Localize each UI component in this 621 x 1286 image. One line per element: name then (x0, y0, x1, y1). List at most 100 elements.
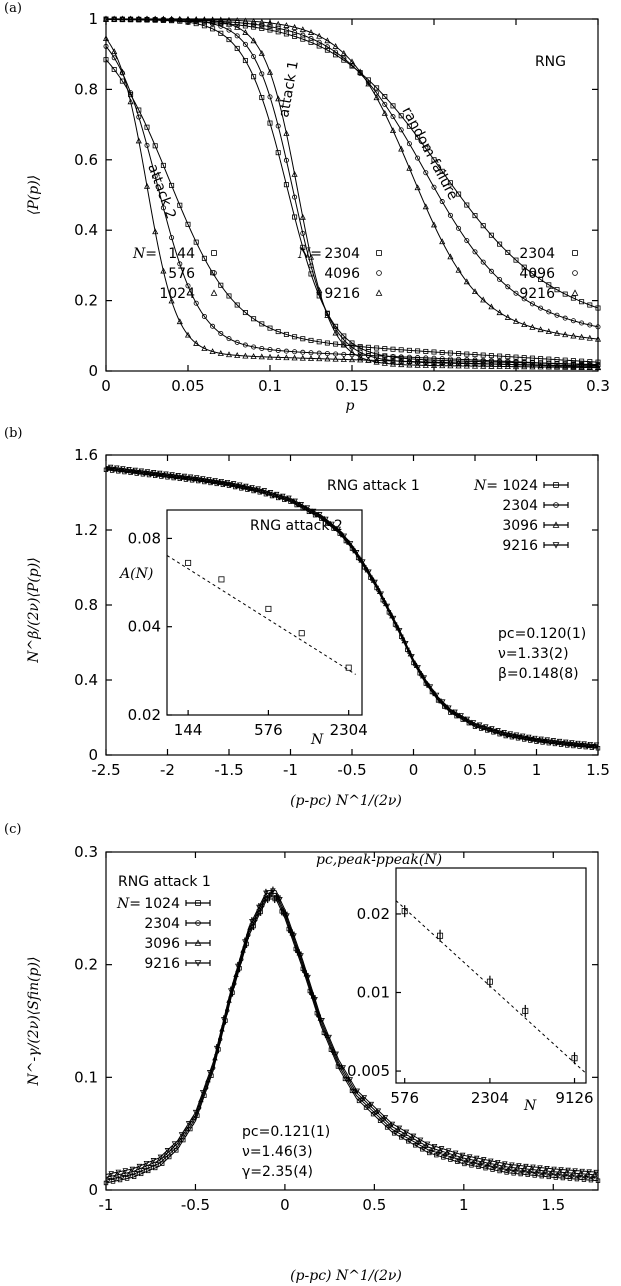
data-point (187, 474, 194, 480)
data-point (251, 344, 257, 350)
data-point (439, 360, 445, 366)
data-point (267, 347, 273, 353)
data-point (316, 512, 323, 518)
y-tick-label: 1.6 (74, 446, 98, 464)
y-tick-label: 0.1 (74, 1068, 98, 1086)
data-point (497, 353, 503, 359)
data-point (415, 356, 421, 362)
data-point (144, 142, 150, 148)
panel-a-tag: (a) (4, 1, 22, 16)
data-point (152, 1165, 158, 1171)
data-point (463, 278, 470, 285)
data-point (283, 182, 289, 188)
data-point (108, 1171, 115, 1177)
y-tick-label: 0.3 (74, 843, 98, 861)
data-point (150, 1158, 157, 1164)
data-point (470, 720, 477, 726)
inset-y-tick-label: 0.02 (128, 706, 161, 724)
panel-c-ylabel: N^-γ/(2ν)⟨Sfin(p)⟩ (26, 957, 42, 1087)
data-point (119, 78, 125, 84)
data-point (488, 303, 495, 310)
legend-label: 4096 (324, 266, 360, 282)
param-text: γ=2.35(4) (242, 1164, 313, 1180)
data-point (398, 127, 404, 133)
data-point (103, 1180, 109, 1186)
legend-prefix: N= (473, 478, 498, 494)
data-point (141, 1163, 148, 1169)
data-point (544, 737, 551, 743)
data-point (283, 331, 289, 337)
data-point (217, 16, 224, 23)
data-point (437, 1147, 443, 1153)
data-point (300, 244, 306, 250)
y-tick-label: 0 (88, 362, 98, 380)
y-tick-label: 0 (88, 746, 98, 764)
inset-title: pc,peak-ppeak(N) (316, 852, 442, 868)
data-point (267, 325, 273, 331)
data-point (157, 470, 163, 477)
legend-marker (552, 521, 560, 528)
data-point (389, 360, 397, 367)
data-point (181, 473, 188, 480)
legend-label: 1024 (159, 286, 195, 302)
data-point (562, 739, 569, 745)
data-point (581, 741, 587, 747)
data-point (414, 184, 421, 191)
data-point (486, 1160, 492, 1166)
data-point (403, 1129, 410, 1135)
data-point (545, 363, 552, 370)
data-point (102, 15, 110, 22)
data-point (251, 316, 257, 322)
data-point (591, 1171, 598, 1178)
data-point (595, 1178, 601, 1183)
data-point (201, 255, 207, 261)
panel-c-title: RNG attack 1 (118, 874, 211, 890)
legend-marker (553, 482, 559, 488)
data-point (292, 29, 298, 35)
data-point (283, 354, 290, 361)
data-point (354, 1088, 361, 1094)
data-point (381, 109, 388, 116)
data-point (562, 331, 569, 338)
data-point (259, 321, 265, 327)
data-point (185, 283, 191, 289)
data-point (193, 300, 199, 306)
data-point (570, 358, 576, 364)
legend-marker (376, 270, 382, 276)
data-point (340, 1065, 346, 1071)
series-line (106, 18, 599, 367)
legend-marker (210, 289, 218, 296)
legend-label: 4096 (519, 266, 555, 282)
data-point (206, 1070, 213, 1076)
data-point (275, 123, 281, 129)
data-point (144, 469, 151, 475)
data-point (111, 15, 118, 22)
y-tick-label: 0.8 (74, 80, 98, 98)
data-point (152, 143, 158, 149)
data-point (558, 1167, 564, 1173)
panel-a-rng-label: RNG (535, 54, 566, 70)
data-point (300, 230, 306, 236)
data-point (250, 18, 257, 24)
data-point (333, 52, 339, 58)
data-point (505, 284, 511, 290)
data-point (495, 1160, 501, 1166)
data-point (488, 1158, 494, 1164)
data-point (423, 357, 429, 363)
data-point (427, 684, 434, 690)
legend-marker (375, 289, 383, 296)
data-point (546, 282, 552, 288)
data-point (316, 43, 322, 49)
data-point (406, 141, 412, 147)
data-point (549, 1168, 556, 1174)
data-point (168, 1150, 174, 1155)
inset-frame (166, 509, 363, 716)
data-point (127, 1169, 134, 1175)
data-point (234, 33, 240, 39)
data-point (275, 20, 282, 27)
data-point (556, 738, 563, 745)
data-point (507, 731, 514, 737)
inset-data-point (298, 630, 305, 637)
data-point (299, 354, 306, 361)
